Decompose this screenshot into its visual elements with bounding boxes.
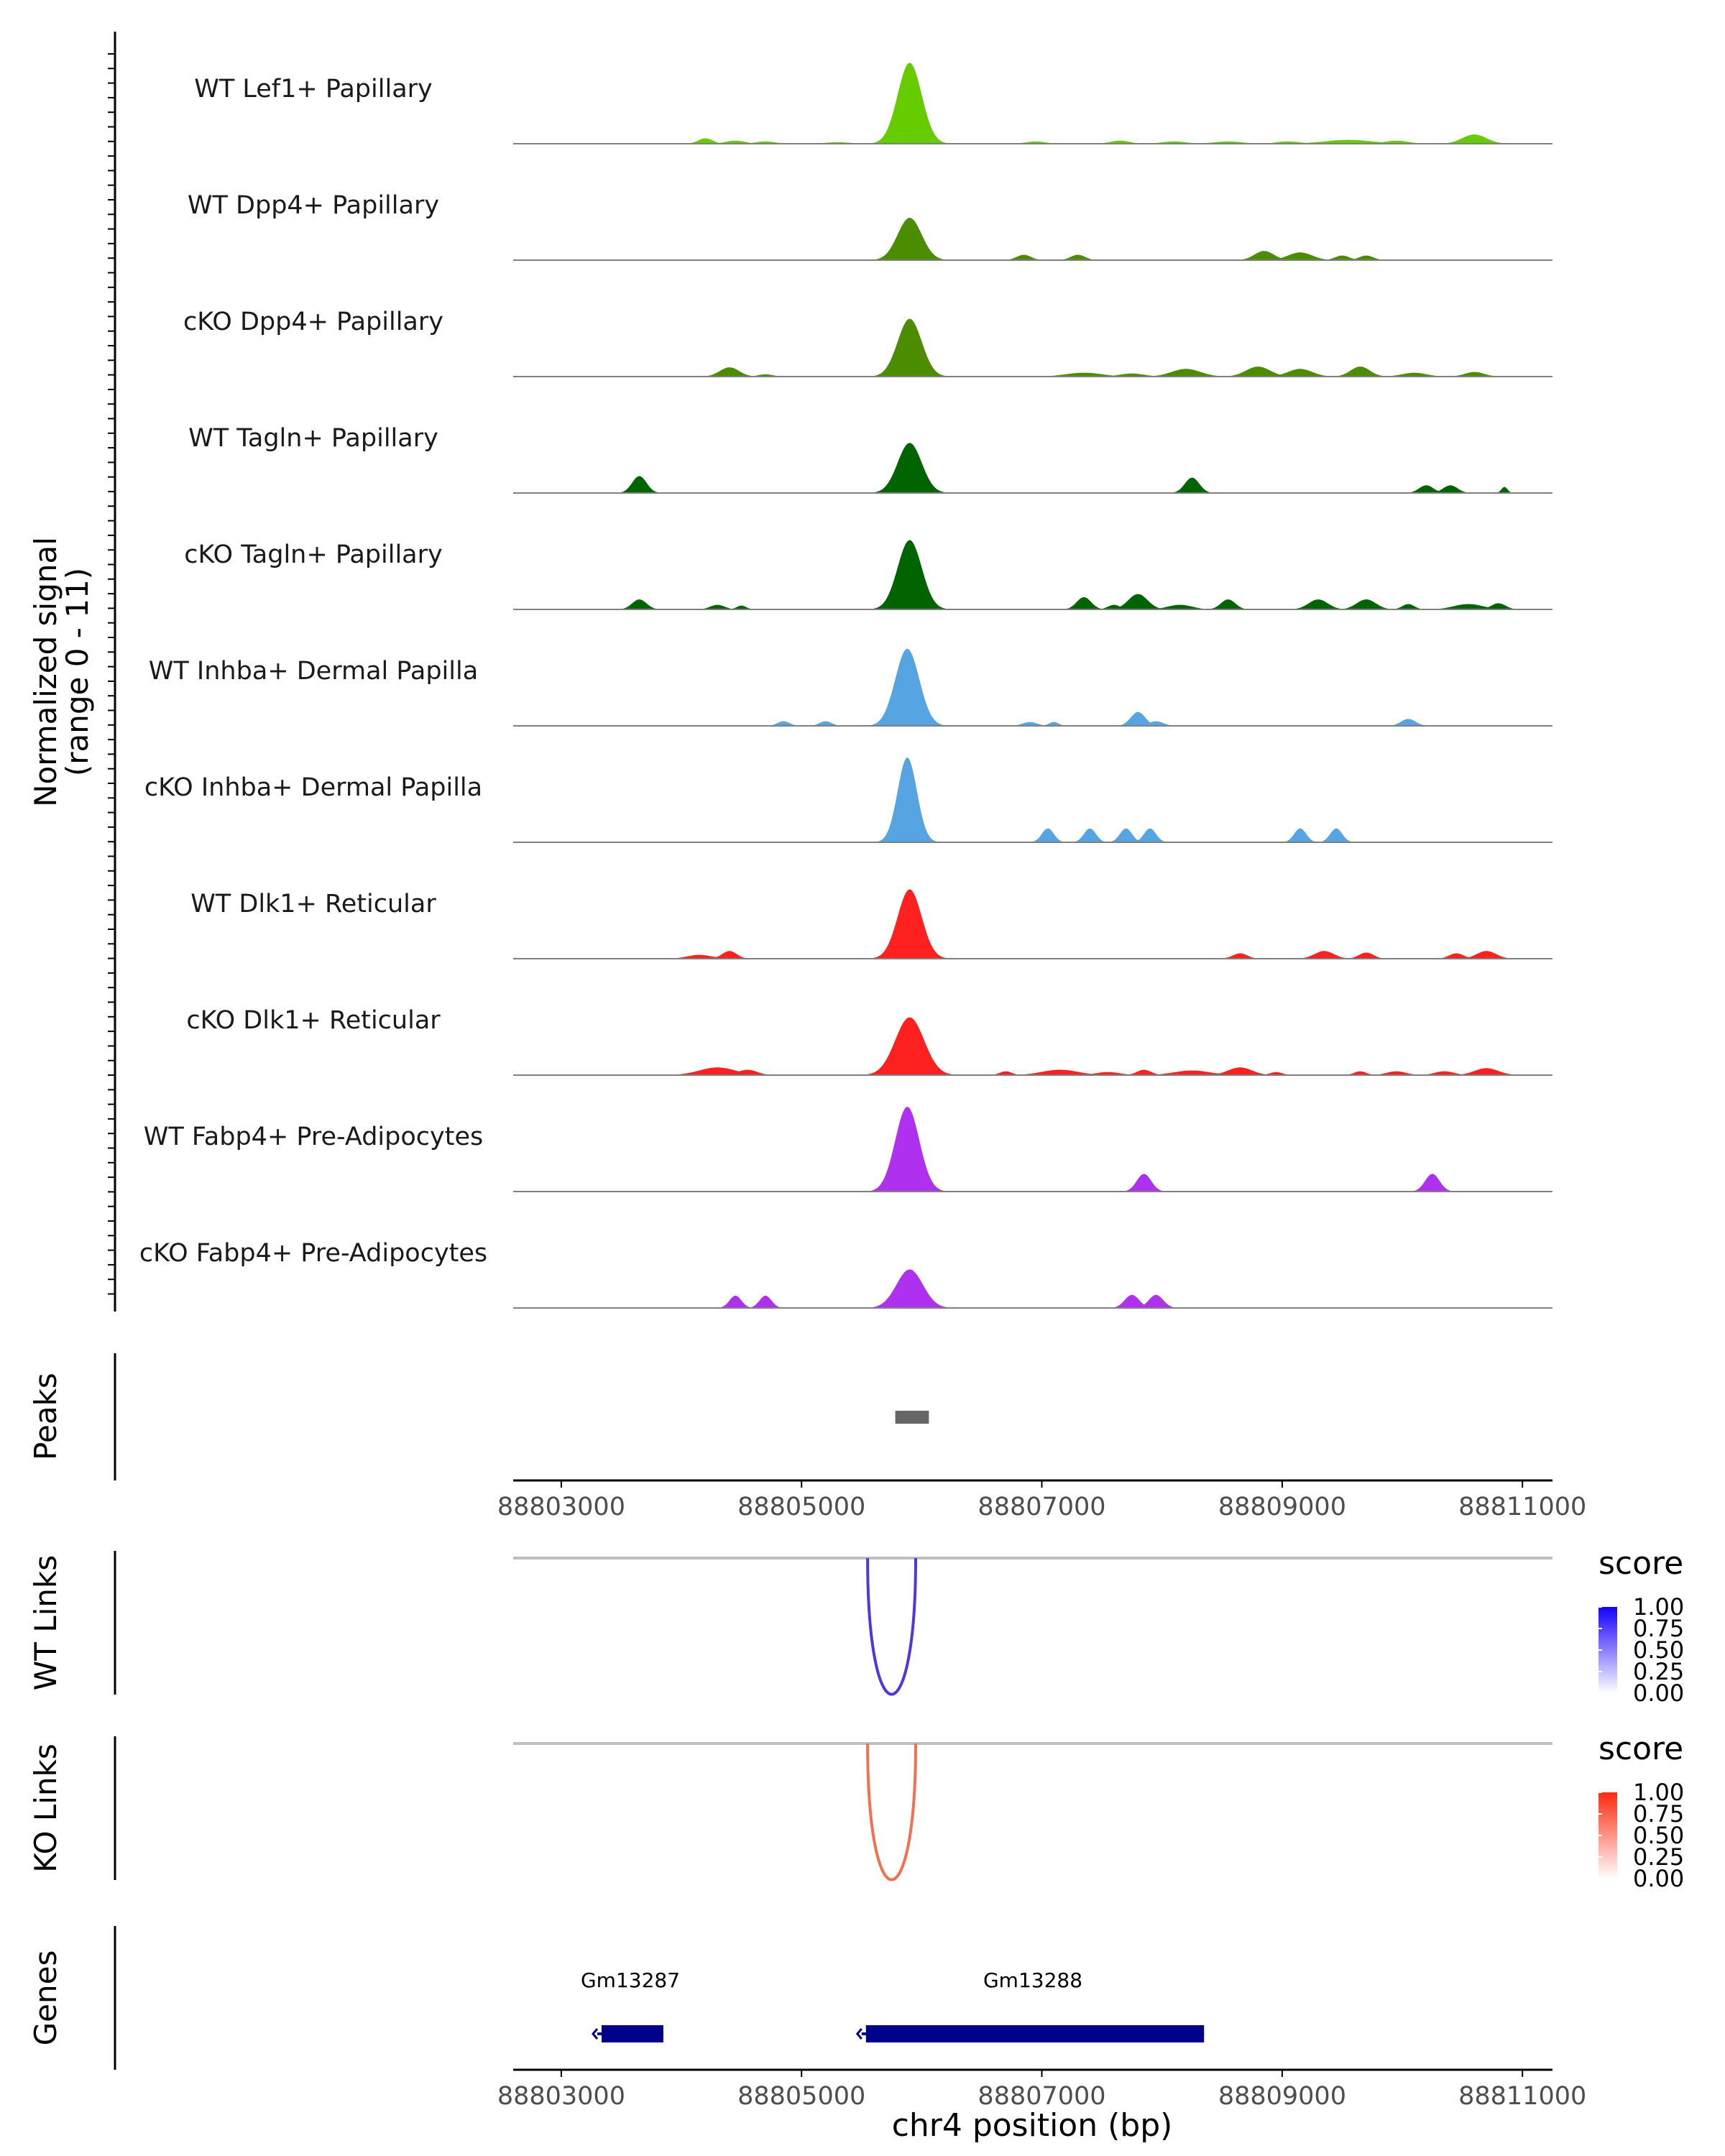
track-label: cKO Fabp4+ Pre-Adipocytes xyxy=(139,1239,487,1268)
links-track-label: KO Links xyxy=(28,1743,63,1873)
links-panel: KO Links score 1.000.750.500.250.00 xyxy=(28,1731,1684,1892)
coverage-track: WT Dlk1+ Reticular xyxy=(190,889,1552,959)
coverage-track: cKO Tagln+ Papillary xyxy=(184,540,1552,610)
gene-label: Gm13288 xyxy=(983,1968,1082,1992)
coverage-y-ticks xyxy=(108,53,115,1295)
coverage-area xyxy=(513,443,1552,493)
coverage-track: WT Lef1+ Papillary xyxy=(194,63,1552,144)
x-axis-bottom: 88803000 88805000 88807000 88809000 88811000 xyxy=(497,2068,1586,2111)
x-top-tick-label: 88805000 xyxy=(737,1493,865,1521)
legend-tick-label: 0.50 xyxy=(1633,1822,1684,1849)
track-label: cKO Dlk1+ Reticular xyxy=(186,1006,441,1035)
legend-tick-label: 0.00 xyxy=(1633,1680,1684,1707)
gene-model: Gm13287 xyxy=(581,1968,680,2042)
legend-tick-label: 0.00 xyxy=(1633,1865,1684,1892)
coverage-track: WT Inhba+ Dermal Papilla xyxy=(149,648,1552,727)
x-bottom-tick-label: 88803000 xyxy=(497,2082,625,2111)
x-top-tick-label: 88809000 xyxy=(1218,1493,1346,1521)
genes-track-label: Genes xyxy=(28,1950,63,2046)
x-top-tick-label: 88803000 xyxy=(497,1493,625,1521)
peaks-track-label: Peaks xyxy=(28,1373,63,1460)
peaks-panel: Peaks 88803000 88805000 88807000 88809000 88… xyxy=(28,1353,1586,1521)
legend-tick-label: 1.00 xyxy=(1633,1779,1684,1806)
links-track-label: WT Links xyxy=(28,1555,63,1690)
track-label: WT Tagln+ Papillary xyxy=(188,424,438,453)
gene-body xyxy=(602,2025,663,2042)
legend-tick-label: 0.25 xyxy=(1633,1843,1684,1871)
gene-label: Gm13287 xyxy=(581,1968,680,1992)
coverage-y-axis xyxy=(108,32,116,1312)
legend-tick-label: 0.75 xyxy=(1633,1615,1684,1642)
coverage-tracks: WT Lef1+ Papillary WT Dpp4+ Papillary cKO … xyxy=(139,63,1552,1309)
legend-title: score xyxy=(1598,1545,1683,1582)
coverage-track: cKO Fabp4+ Pre-Adipocytes xyxy=(139,1239,1552,1309)
gene-models: Gm13287 Gm13288 xyxy=(581,1968,1205,2042)
legend-tick-label: 0.25 xyxy=(1633,1658,1684,1685)
y-axis-label: Normalized signal xyxy=(28,537,63,807)
link-arc xyxy=(866,1743,917,1881)
x-axis-label: chr4 position (bp) xyxy=(892,2107,1173,2144)
strand-arrow xyxy=(592,2028,599,2040)
track-label: WT Dlk1+ Reticular xyxy=(190,890,436,918)
coverage-track: WT Tagln+ Papillary xyxy=(188,424,1552,494)
x-bottom-tick-label: 88811000 xyxy=(1458,2082,1586,2111)
track-label: cKO Dpp4+ Papillary xyxy=(183,308,443,336)
gene-model: Gm13288 xyxy=(855,1968,1205,2042)
track-label: WT Fabp4+ Pre-Adipocytes xyxy=(144,1123,483,1151)
track-label: WT Inhba+ Dermal Papilla xyxy=(149,657,478,686)
x-bottom-tick-label: 88809000 xyxy=(1218,2082,1346,2111)
x-top-tick-label: 88807000 xyxy=(978,1493,1105,1521)
links-panel: WT Links score 1.000.750.500.250.00 xyxy=(28,1545,1684,1707)
legend-tick-label: 0.50 xyxy=(1633,1636,1684,1664)
legend-title: score xyxy=(1598,1731,1683,1767)
x-top-tick-label: 88811000 xyxy=(1458,1493,1586,1521)
coverage-track: WT Fabp4+ Pre-Adipocytes xyxy=(144,1107,1552,1192)
x-bottom-tick-label: 88805000 xyxy=(737,2082,865,2111)
x-bottom-tick-label: 88807000 xyxy=(978,2082,1105,2111)
track-label: cKO Tagln+ Papillary xyxy=(184,540,443,569)
y-axis-range-label: (range 0 - 11) xyxy=(60,568,95,776)
coverage-track: WT Dpp4+ Papillary xyxy=(188,191,1552,261)
peak-region xyxy=(895,1411,929,1424)
track-label: WT Dpp4+ Papillary xyxy=(188,191,439,220)
genes-panel: Genes Gm13287 Gm13288 88803000 88805000 888… xyxy=(28,1926,1586,2144)
legend-tick-label: 1.00 xyxy=(1633,1593,1684,1621)
peak-regions xyxy=(895,1411,929,1424)
track-label: cKO Inhba+ Dermal Papilla xyxy=(144,773,482,802)
track-label: WT Lef1+ Papillary xyxy=(194,75,433,103)
link-arc xyxy=(866,1557,917,1696)
legend-tick-label: 0.75 xyxy=(1633,1800,1684,1828)
coverage-track: cKO Dlk1+ Reticular xyxy=(186,1006,1552,1076)
strand-arrow xyxy=(855,2028,862,2040)
gene-body xyxy=(865,2025,1205,2042)
coverage-track: cKO Inhba+ Dermal Papilla xyxy=(144,757,1552,843)
x-axis-top: 88803000 88805000 88807000 88809000 88811000 xyxy=(497,1479,1586,1521)
coverage-track: cKO Dpp4+ Papillary xyxy=(183,308,1552,377)
